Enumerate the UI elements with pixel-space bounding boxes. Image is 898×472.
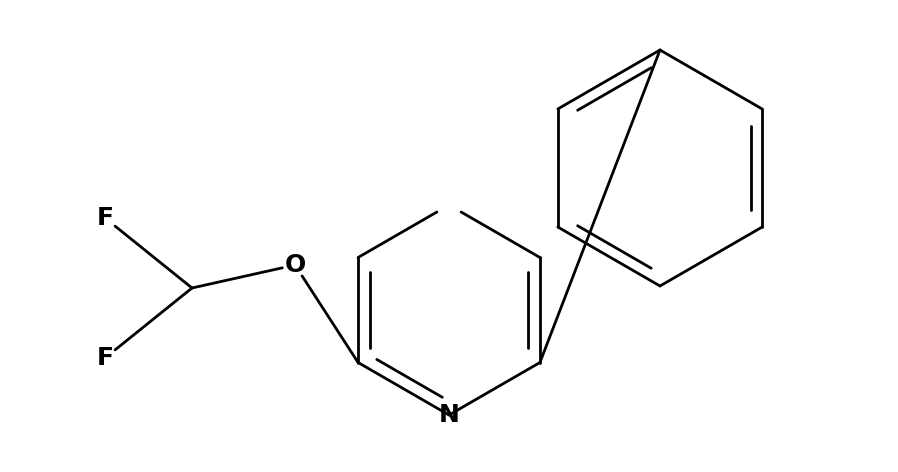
Text: O: O <box>285 253 305 277</box>
Text: N: N <box>438 403 460 427</box>
Text: F: F <box>96 206 113 230</box>
Text: F: F <box>96 346 113 370</box>
